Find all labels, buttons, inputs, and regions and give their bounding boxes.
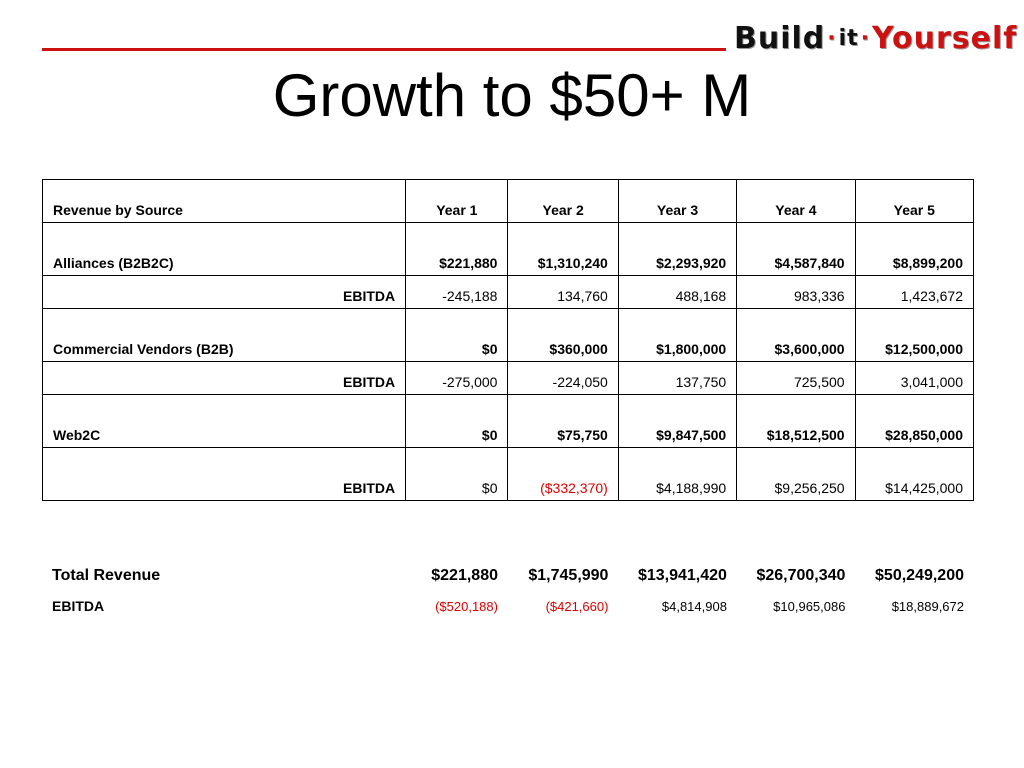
- table-cell-negative: ($332,370): [507, 447, 619, 501]
- total-cell: $26,700,340: [756, 567, 846, 584]
- table-cell: -224,050: [507, 361, 619, 395]
- table-cell: $1,800,000: [617, 308, 738, 362]
- row-label: Web2C: [41, 394, 407, 448]
- header-label: Revenue by Source: [41, 179, 407, 223]
- row-label: EBITDA: [41, 275, 407, 309]
- total-cell-negative: ($520,188): [435, 598, 498, 614]
- total-cell: $1,745,990: [528, 567, 609, 584]
- table-row-web2c-ebitda: EBITDA $0 ($332,370) $4,188,990 $9,256,2…: [41, 447, 975, 501]
- build-it-yourself-logo: Build · it · Yourself: [734, 20, 1018, 56]
- header-rule: [42, 48, 726, 51]
- table-cell: $9,847,500: [617, 394, 738, 448]
- table-cell: 137,750: [617, 361, 738, 395]
- table-row-alliances: Alliances (B2B2C) $221,880 $1,310,240 $2…: [41, 222, 975, 276]
- table-cell: 1,423,672: [854, 275, 975, 309]
- table-cell: $9,256,250: [736, 447, 856, 501]
- table-cell: $75,750: [507, 394, 619, 448]
- year-header: Year 4: [736, 179, 856, 223]
- table-row-commercial-vendors-ebitda: EBITDA -275,000 -224,050 137,750 725,500…: [41, 361, 975, 395]
- table-cell: $14,425,000: [854, 447, 975, 501]
- total-cell: $10,965,086: [773, 598, 846, 614]
- table-cell: $221,880: [405, 222, 509, 276]
- table-cell: 488,168: [617, 275, 738, 309]
- table-cell: 134,760: [507, 275, 619, 309]
- table-header-row: Revenue by Source Year 1 Year 2 Year 3 Y…: [41, 179, 975, 223]
- table-cell: $12,500,000: [854, 308, 975, 362]
- table-cell: $28,850,000: [854, 394, 975, 448]
- total-revenue-row: Total Revenue $221,880 $1,745,990 $13,94…: [42, 562, 974, 590]
- table-cell: $0: [405, 308, 509, 362]
- table-cell: $360,000: [507, 308, 619, 362]
- revenue-table: Revenue by Source Year 1 Year 2 Year 3 Y…: [41, 179, 975, 501]
- total-cell: $18,889,672: [891, 598, 964, 614]
- total-cell-negative: ($421,660): [545, 598, 609, 614]
- table-row-alliances-ebitda: EBITDA -245,188 134,760 488,168 983,336 …: [41, 275, 975, 309]
- row-label: Alliances (B2B2C): [41, 222, 407, 276]
- table-row-commercial-vendors: Commercial Vendors (B2B) $0 $360,000 $1,…: [41, 308, 975, 362]
- row-label: Commercial Vendors (B2B): [41, 308, 407, 362]
- total-cell: $50,249,200: [875, 567, 964, 584]
- total-ebitda-row: EBITDA ($520,188) ($421,660) $4,814,908 …: [42, 590, 974, 622]
- table-cell: 725,500: [736, 361, 856, 395]
- table-cell: $4,587,840: [736, 222, 856, 276]
- row-label: EBITDA: [41, 447, 407, 501]
- table-row-web2c: Web2C $0 $75,750 $9,847,500 $18,512,500 …: [41, 394, 975, 448]
- table-cell: -275,000: [405, 361, 509, 395]
- table-cell: $2,293,920: [617, 222, 738, 276]
- table-cell: $18,512,500: [736, 394, 856, 448]
- table-cell: 3,041,000: [854, 361, 975, 395]
- row-label: EBITDA: [41, 361, 407, 395]
- year-header: Year 5: [854, 179, 975, 223]
- year-header: Year 2: [507, 179, 619, 223]
- table-cell: $3,600,000: [736, 308, 856, 362]
- table-cell: -245,188: [405, 275, 509, 309]
- total-cell: $13,941,420: [637, 567, 727, 584]
- totals-table: Total Revenue $221,880 $1,745,990 $13,94…: [42, 562, 974, 622]
- total-cell: $4,814,908: [661, 598, 727, 614]
- year-header: Year 1: [405, 179, 509, 223]
- page-title: Growth to $50+ M: [272, 62, 752, 129]
- table-cell: $4,188,990: [617, 447, 738, 501]
- table-cell: 983,336: [736, 275, 856, 309]
- table-cell: $0: [405, 394, 509, 448]
- table-cell: $1,310,240: [507, 222, 619, 276]
- total-ebitda-label: EBITDA: [52, 598, 105, 614]
- year-header: Year 3: [617, 179, 738, 223]
- total-revenue-label: Total Revenue: [52, 567, 161, 584]
- total-cell: $221,880: [431, 567, 498, 584]
- table-cell: $0: [405, 447, 509, 501]
- table-cell: $8,899,200: [854, 222, 975, 276]
